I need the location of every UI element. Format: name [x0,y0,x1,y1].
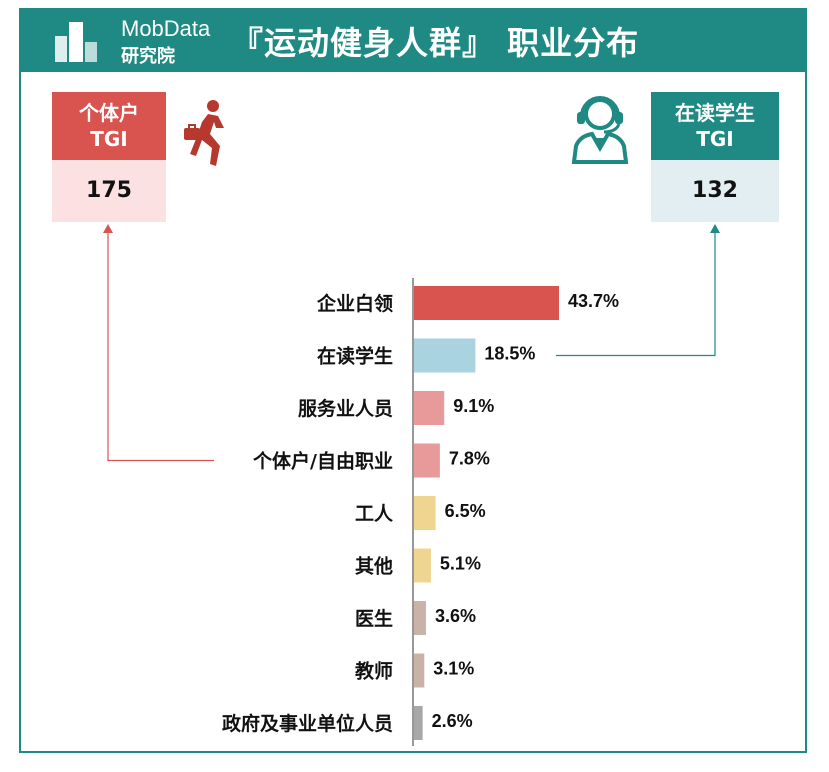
tgi-card-right-value: 132 [651,160,779,222]
bar-5 [414,548,431,583]
category-label-3: 个体户/自由职业 [252,450,393,473]
header-bar: MobData 研究院 『运动健身人群』 职业分布 [21,10,805,72]
headset-person-icon [571,96,629,164]
value-label-2: 9.1% [453,396,494,416]
outer-frame [19,8,807,753]
category-label-5: 其他 [355,555,393,578]
bar-3 [414,443,440,478]
tgi-card-left-label2: TGI [90,127,128,151]
value-label-0: 43.7% [568,291,619,311]
page-title: 『运动健身人群』 职业分布 [231,24,640,62]
tgi-card-right-label2: TGI [696,127,734,151]
value-label-7: 3.1% [433,659,474,679]
bar-1 [414,338,476,373]
bar-6 [414,601,426,635]
mobdata-logo-icon [55,22,97,62]
running-businessman-icon [184,100,224,166]
tgi-card-left: 个体户 TGI 175 [52,92,166,222]
category-label-7: 教师 [355,660,393,683]
connector-right-line [556,232,716,357]
brand-sub: 研究院 [121,46,175,67]
value-label-8: 2.6% [432,711,473,731]
category-label-2: 服务业人员 [298,397,393,420]
category-label-1: 在读学生 [317,345,393,368]
bars-group: 企业白领 43.7% 在读学生 18.5% 服务业人员 9.1% 个体户/自由职业 7.8% 工… [222,286,619,740]
value-label-4: 6.5% [445,501,486,521]
value-label-6: 3.6% [435,606,476,626]
brand-name: MobData [121,16,211,41]
value-label-3: 7.8% [449,449,490,469]
connector-right-arrow [710,224,720,233]
tgi-card-right-label1: 在读学生 [675,101,755,125]
category-label-0: 企业白领 [316,292,393,315]
value-label-1: 18.5% [484,344,535,364]
tgi-card-left-label1: 个体户 [79,101,139,125]
tgi-card-right: 在读学生 TGI 132 [651,92,779,222]
value-label-5: 5.1% [440,554,481,574]
category-label-4: 工人 [355,503,394,525]
bar-2 [414,391,445,425]
bar-8 [414,706,423,740]
connector-left-arrow [103,224,113,233]
bar-4 [414,496,436,530]
category-label-8: 政府及事业单位人员 [222,712,393,735]
tgi-card-left-value: 175 [52,160,166,222]
bar-0 [414,286,559,320]
tgi-card-right-head: 在读学生 TGI [651,92,779,160]
tgi-card-left-head: 个体户 TGI [52,92,166,160]
connectors [103,224,720,462]
category-label-6: 医生 [355,607,393,630]
connector-left-line [107,232,214,462]
bar-7 [414,653,425,688]
